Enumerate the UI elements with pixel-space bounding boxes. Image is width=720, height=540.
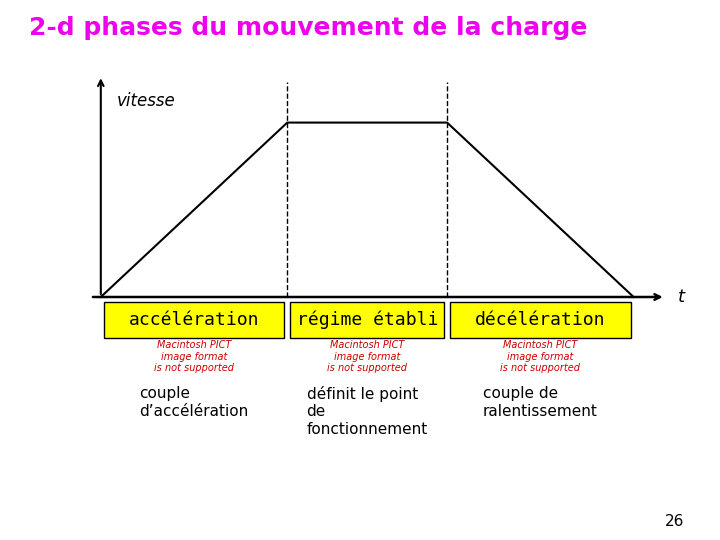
Text: couple de
ralentissement: couple de ralentissement bbox=[483, 386, 598, 418]
Text: 26: 26 bbox=[665, 514, 684, 529]
Text: définit le point
de
fonctionnement: définit le point de fonctionnement bbox=[307, 386, 428, 437]
Bar bbox=[104, 302, 284, 338]
Text: Macintosh PICT
image format
is not supported: Macintosh PICT image format is not suppo… bbox=[500, 340, 580, 373]
Text: régime établi: régime établi bbox=[297, 310, 438, 329]
Text: Macintosh PICT
image format
is not supported: Macintosh PICT image format is not suppo… bbox=[154, 340, 234, 373]
Bar bbox=[450, 302, 631, 338]
Text: vitesse: vitesse bbox=[117, 92, 176, 110]
Text: 2-d phases du mouvement de la charge: 2-d phases du mouvement de la charge bbox=[29, 16, 588, 40]
Bar bbox=[290, 302, 444, 338]
Text: Macintosh PICT
image format
is not supported: Macintosh PICT image format is not suppo… bbox=[327, 340, 408, 373]
Text: t: t bbox=[678, 288, 685, 306]
Text: accélération: accélération bbox=[129, 311, 259, 329]
Text: couple
d’accélération: couple d’accélération bbox=[140, 386, 248, 418]
Text: décélération: décélération bbox=[475, 311, 606, 329]
